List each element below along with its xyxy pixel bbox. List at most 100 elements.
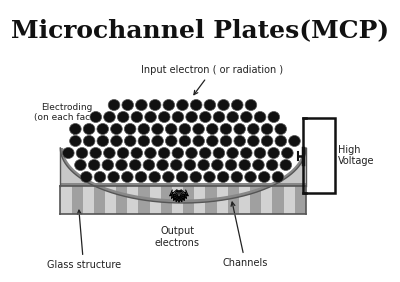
Ellipse shape: [184, 160, 196, 171]
Ellipse shape: [227, 111, 238, 122]
Ellipse shape: [253, 160, 264, 171]
Polygon shape: [116, 186, 127, 214]
Ellipse shape: [261, 124, 273, 135]
Ellipse shape: [179, 135, 191, 147]
Ellipse shape: [104, 147, 115, 158]
Ellipse shape: [75, 160, 86, 171]
Text: Electroding
(on each face): Electroding (on each face): [34, 103, 100, 134]
Ellipse shape: [62, 147, 74, 158]
Polygon shape: [60, 148, 306, 203]
Ellipse shape: [80, 171, 92, 182]
Ellipse shape: [204, 100, 216, 111]
Ellipse shape: [83, 135, 95, 147]
Ellipse shape: [102, 160, 114, 171]
Ellipse shape: [135, 171, 147, 182]
Ellipse shape: [193, 124, 204, 135]
Polygon shape: [239, 186, 250, 214]
Text: Output
electrons: Output electrons: [155, 226, 200, 248]
Ellipse shape: [108, 171, 120, 182]
Polygon shape: [172, 186, 183, 214]
Ellipse shape: [206, 135, 218, 147]
Ellipse shape: [111, 124, 122, 135]
Ellipse shape: [117, 111, 129, 122]
Ellipse shape: [165, 124, 177, 135]
Ellipse shape: [97, 135, 109, 147]
Ellipse shape: [220, 124, 232, 135]
Ellipse shape: [212, 160, 223, 171]
Ellipse shape: [245, 100, 257, 111]
Ellipse shape: [76, 147, 88, 158]
Ellipse shape: [130, 160, 141, 171]
Ellipse shape: [280, 160, 292, 171]
Text: Input electron ( or radiation ): Input electron ( or radiation ): [141, 65, 283, 95]
Polygon shape: [183, 186, 194, 214]
Ellipse shape: [227, 147, 238, 158]
Ellipse shape: [170, 160, 182, 171]
Polygon shape: [83, 186, 94, 214]
Ellipse shape: [70, 124, 81, 135]
Polygon shape: [60, 182, 306, 186]
Ellipse shape: [225, 160, 237, 171]
Ellipse shape: [162, 171, 174, 182]
Ellipse shape: [254, 111, 266, 122]
Ellipse shape: [104, 111, 115, 122]
Polygon shape: [138, 186, 150, 214]
Polygon shape: [94, 186, 105, 214]
Ellipse shape: [282, 147, 293, 158]
Ellipse shape: [158, 147, 170, 158]
Polygon shape: [261, 186, 272, 214]
Ellipse shape: [266, 160, 278, 171]
Ellipse shape: [218, 100, 229, 111]
Polygon shape: [150, 186, 161, 214]
Ellipse shape: [131, 111, 143, 122]
Ellipse shape: [245, 171, 256, 182]
Ellipse shape: [94, 171, 106, 182]
Ellipse shape: [124, 124, 136, 135]
Ellipse shape: [152, 135, 163, 147]
Ellipse shape: [90, 147, 102, 158]
Ellipse shape: [70, 135, 81, 147]
Polygon shape: [161, 186, 172, 214]
Ellipse shape: [240, 147, 252, 158]
Ellipse shape: [240, 111, 252, 122]
Polygon shape: [228, 186, 239, 214]
Ellipse shape: [143, 160, 155, 171]
Ellipse shape: [149, 171, 160, 182]
Ellipse shape: [157, 160, 168, 171]
Ellipse shape: [261, 135, 273, 147]
Ellipse shape: [131, 147, 142, 158]
Ellipse shape: [289, 135, 300, 147]
Ellipse shape: [176, 171, 188, 182]
Ellipse shape: [248, 135, 259, 147]
Ellipse shape: [217, 171, 229, 182]
Ellipse shape: [268, 111, 280, 122]
Ellipse shape: [163, 100, 175, 111]
Ellipse shape: [166, 135, 177, 147]
Polygon shape: [295, 186, 306, 214]
Ellipse shape: [117, 147, 129, 158]
Ellipse shape: [268, 147, 280, 158]
Ellipse shape: [206, 124, 218, 135]
Polygon shape: [127, 186, 138, 214]
Text: High
Voltage: High Voltage: [338, 145, 375, 166]
Text: Microchannel Plates(MCP): Microchannel Plates(MCP): [11, 18, 389, 42]
Ellipse shape: [190, 100, 202, 111]
Ellipse shape: [275, 135, 286, 147]
Ellipse shape: [138, 124, 150, 135]
Ellipse shape: [138, 135, 150, 147]
Ellipse shape: [172, 147, 184, 158]
Polygon shape: [60, 148, 306, 203]
Ellipse shape: [213, 111, 225, 122]
Ellipse shape: [213, 147, 225, 158]
Ellipse shape: [172, 111, 184, 122]
Ellipse shape: [149, 100, 161, 111]
Ellipse shape: [248, 124, 259, 135]
Ellipse shape: [88, 160, 100, 171]
Polygon shape: [284, 186, 295, 214]
Ellipse shape: [258, 171, 270, 182]
Polygon shape: [250, 186, 261, 214]
Ellipse shape: [272, 171, 284, 182]
Text: Channels: Channels: [223, 202, 268, 268]
Ellipse shape: [111, 135, 122, 147]
Ellipse shape: [122, 100, 134, 111]
